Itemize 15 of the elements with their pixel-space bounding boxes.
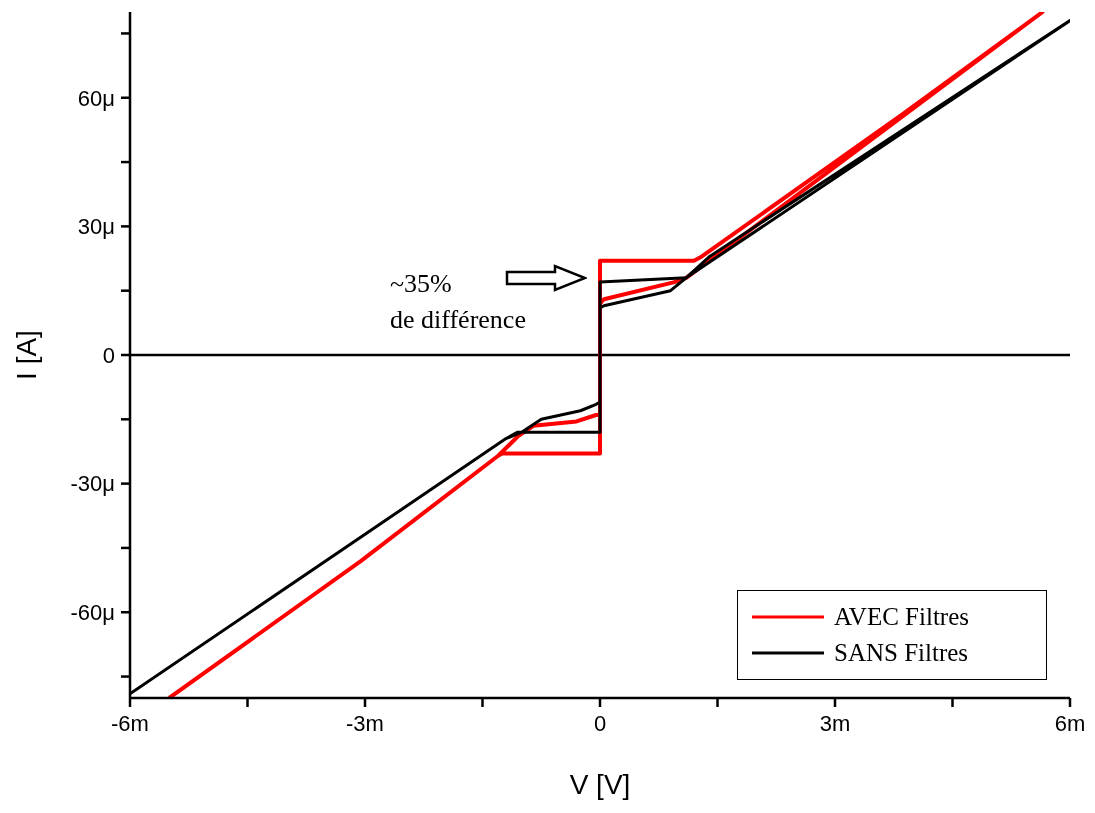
y-tick-label: 60μ (77, 85, 115, 111)
legend-label: SANS Filtres (834, 639, 969, 667)
y-axis-title: I [A] (10, 330, 42, 380)
x-tick-label: -6m (111, 710, 149, 736)
y-tick-label: -60μ (70, 600, 115, 626)
y-tick-label: -30μ (70, 471, 115, 497)
y-tick-label: 30μ (77, 214, 115, 240)
x-tick-label: -3m (346, 710, 384, 736)
annotation: ~35% de différence (390, 268, 526, 336)
x-tick-label: 3m (819, 710, 851, 736)
x-tick-label: 0 (593, 710, 607, 736)
y-tick-label: 0 (102, 342, 115, 368)
x-axis-title: V [V] (569, 769, 631, 800)
x-tick-label: 6m (1054, 710, 1086, 736)
legend-label: AVEC Filtres (834, 603, 969, 631)
